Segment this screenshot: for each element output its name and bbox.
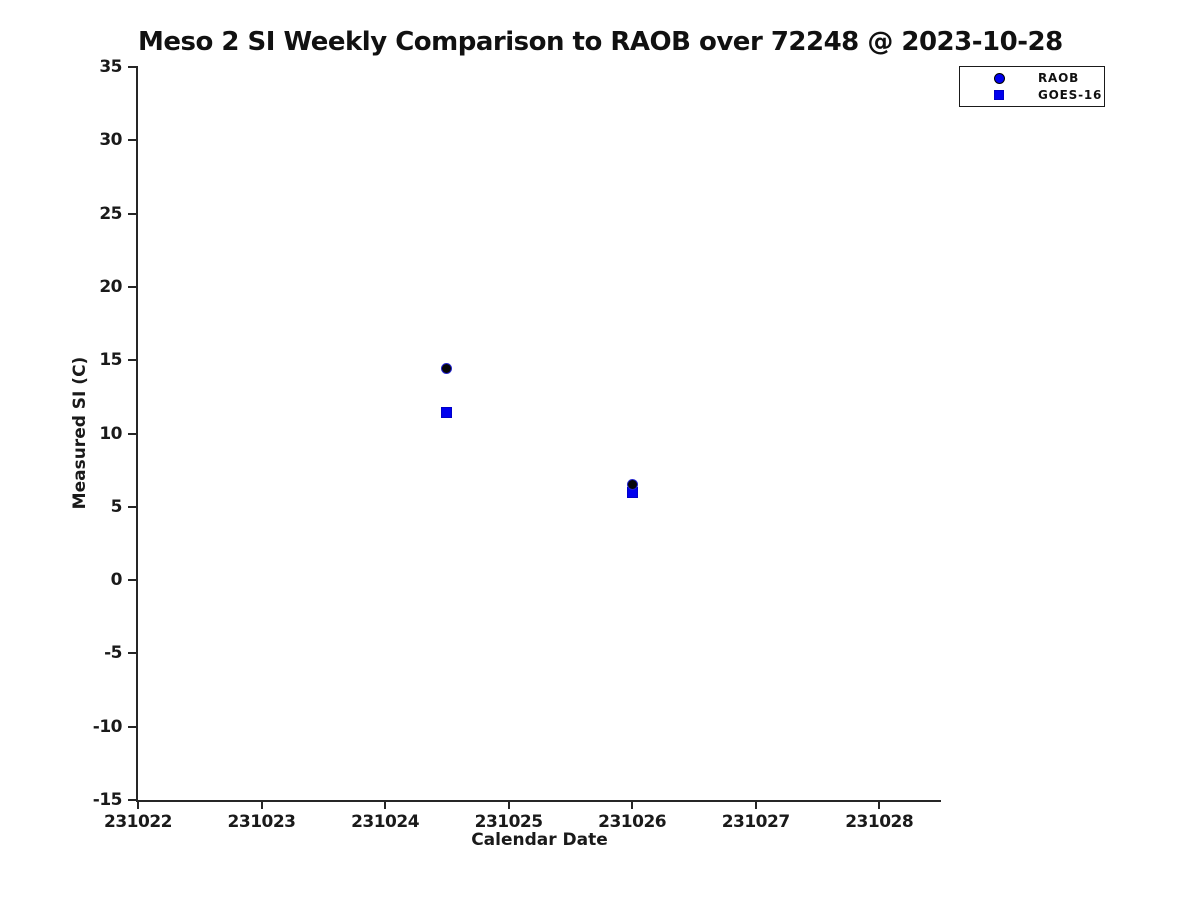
legend-row-goes16: GOES-16 xyxy=(960,88,1104,102)
x-tick-label: 231026 xyxy=(598,812,667,832)
y-tick-label: 5 xyxy=(110,496,123,517)
y-tick-mark xyxy=(128,139,138,142)
y-tick-label: 25 xyxy=(99,203,122,224)
legend-row-raob: RAOB xyxy=(960,71,1104,85)
legend-marker-cell xyxy=(960,72,1038,84)
x-tick-label: 231027 xyxy=(721,812,790,832)
x-tick-mark xyxy=(878,800,881,809)
x-tick-mark xyxy=(260,800,263,809)
y-tick-mark xyxy=(128,432,138,435)
x-axis-label: Calendar Date xyxy=(471,830,608,850)
chart-title: Meso 2 SI Weekly Comparison to RAOB over… xyxy=(138,27,1063,57)
y-tick-mark xyxy=(128,799,138,801)
y-tick-mark xyxy=(128,725,138,728)
x-tick-mark xyxy=(507,800,510,809)
x-tick-label: 231025 xyxy=(474,812,543,832)
data-point-goes-16 xyxy=(441,407,453,419)
y-tick-mark xyxy=(128,652,138,655)
x-tick-mark xyxy=(137,800,139,809)
data-point-raob xyxy=(441,363,453,375)
y-tick-label: 20 xyxy=(99,276,122,297)
data-point-raob xyxy=(626,479,638,491)
x-tick-mark xyxy=(384,800,387,809)
y-tick-mark xyxy=(128,579,138,582)
legend-box: RAOB GOES-16 xyxy=(959,66,1105,107)
y-tick-label: -5 xyxy=(104,643,122,664)
x-tick-label: 231023 xyxy=(227,812,296,832)
y-tick-label: 0 xyxy=(110,570,123,591)
y-tick-label: -15 xyxy=(92,790,123,810)
x-tick-label: 231028 xyxy=(845,812,914,832)
x-tick-label: 231024 xyxy=(351,812,420,832)
y-axis-label: Measured SI (C) xyxy=(70,356,90,510)
goes16-square-icon xyxy=(994,90,1004,100)
x-tick-mark xyxy=(754,800,757,809)
y-tick-label: -10 xyxy=(92,716,123,737)
plot-area xyxy=(136,67,941,802)
raob-circle-icon xyxy=(993,72,1005,84)
y-tick-mark xyxy=(128,505,138,508)
y-tick-mark xyxy=(128,66,138,68)
legend-marker-cell xyxy=(960,90,1038,100)
x-tick-mark xyxy=(631,800,634,809)
y-tick-mark xyxy=(128,212,138,215)
legend-label-goes16: GOES-16 xyxy=(1038,88,1103,102)
y-tick-label: 30 xyxy=(99,130,122,151)
x-tick-label: 231022 xyxy=(104,812,172,832)
y-tick-label: 10 xyxy=(99,423,122,444)
y-tick-label: 15 xyxy=(99,350,122,371)
y-tick-label: 35 xyxy=(99,57,122,77)
y-tick-mark xyxy=(128,285,138,288)
legend-label-raob: RAOB xyxy=(1038,71,1080,85)
y-tick-mark xyxy=(128,359,138,362)
